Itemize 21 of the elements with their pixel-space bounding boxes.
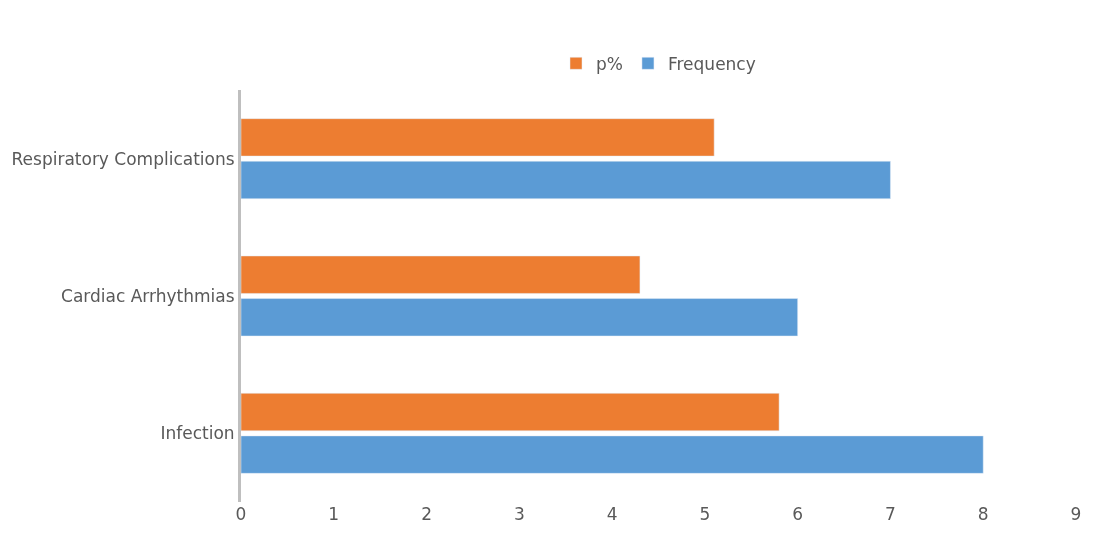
bar	[241, 435, 984, 474]
x-tick-label: 9	[1070, 504, 1082, 524]
legend-label: p%	[596, 53, 623, 74]
legend-label: Frequency	[667, 53, 756, 74]
x-tick-label: 6	[792, 504, 804, 524]
y-tick-label: Respiratory Complications	[11, 148, 235, 169]
x-tick-label: 1	[328, 504, 340, 524]
x-tick-label: 5	[699, 504, 711, 524]
bar	[241, 298, 798, 337]
y-tick-label: Infection	[160, 423, 235, 444]
bar	[241, 255, 641, 294]
y-tick-label: Cardiac Arrhythmias	[61, 285, 235, 306]
bar	[241, 393, 780, 432]
x-tick-label: 7	[885, 504, 896, 524]
x-tick-label: 0	[235, 504, 247, 524]
x-tick-label: 4	[606, 504, 618, 524]
x-tick-label: 3	[513, 504, 525, 524]
bar	[241, 118, 715, 157]
bar	[241, 160, 891, 199]
x-tick-label: 2	[421, 504, 432, 524]
x-tick-label: 8	[977, 504, 989, 524]
